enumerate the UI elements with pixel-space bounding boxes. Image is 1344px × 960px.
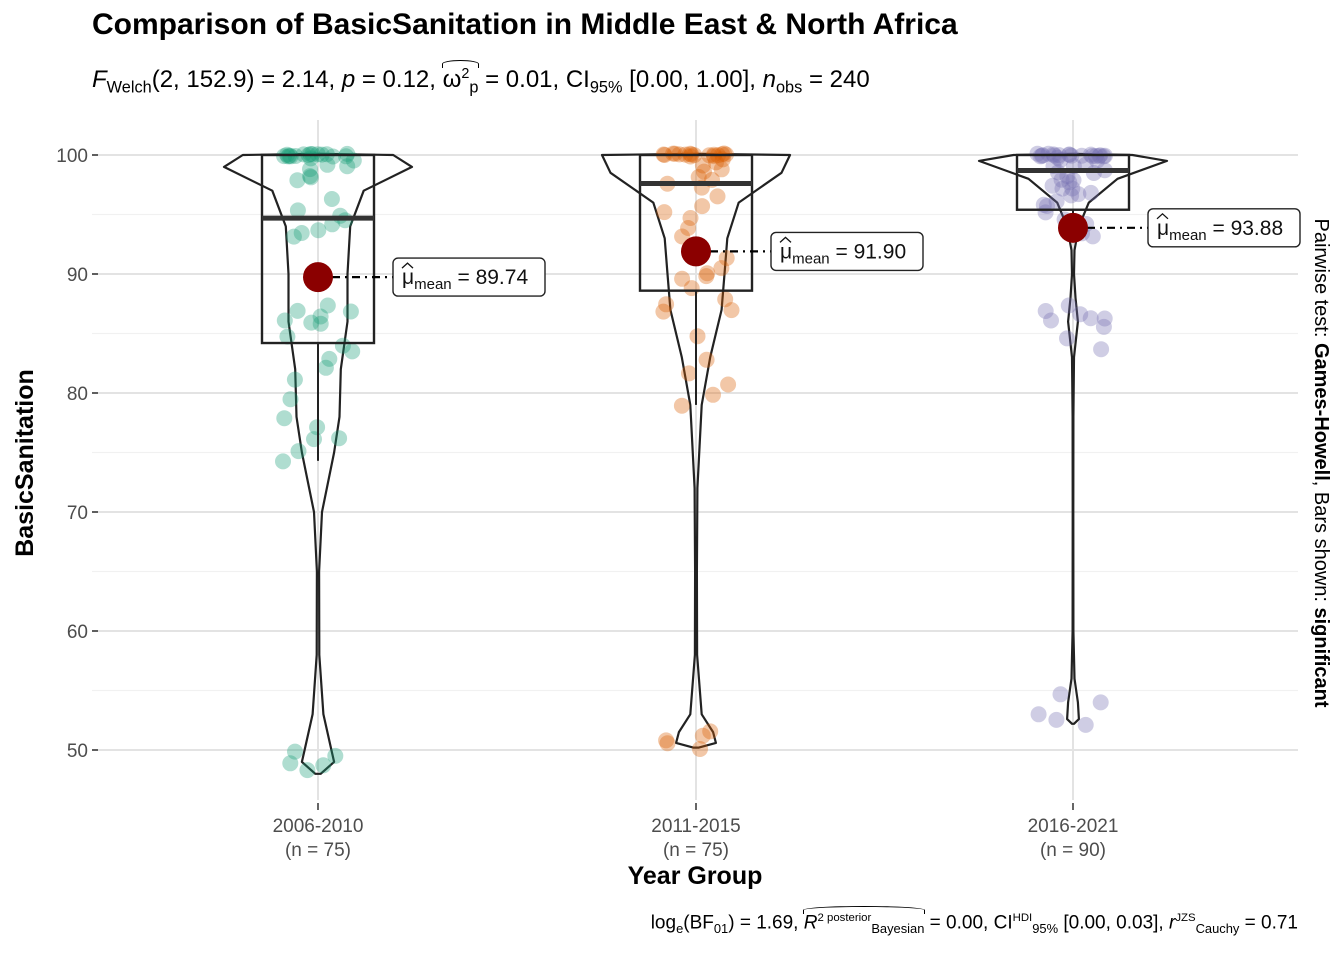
data-point bbox=[290, 303, 306, 319]
data-point bbox=[299, 762, 315, 778]
data-point bbox=[1093, 341, 1109, 357]
data-point bbox=[331, 430, 347, 446]
mean-point bbox=[1058, 213, 1088, 243]
data-point bbox=[720, 377, 736, 393]
data-point bbox=[287, 372, 303, 388]
data-point bbox=[319, 157, 335, 173]
data-point bbox=[690, 328, 706, 344]
x-axis-ticks: 2006-2010 (n = 75) 2011-2015 (n = 75) 2016-2… bbox=[273, 803, 1119, 861]
pairwise-side-label: Pairwise test: Games-Howell, Bars shown:… bbox=[1310, 218, 1332, 707]
data-point bbox=[1059, 330, 1075, 346]
data-point bbox=[656, 204, 672, 220]
data-point bbox=[695, 728, 711, 744]
data-point bbox=[280, 148, 296, 164]
data-point bbox=[283, 391, 299, 407]
data-point bbox=[339, 158, 355, 174]
data-point bbox=[724, 302, 740, 318]
data-point bbox=[1053, 686, 1069, 702]
data-point bbox=[1038, 204, 1054, 220]
data-point bbox=[698, 268, 714, 284]
data-point bbox=[282, 755, 298, 771]
x-tick-n-label: (n = 75) bbox=[663, 840, 729, 861]
data-point bbox=[303, 169, 319, 185]
data-point bbox=[699, 352, 715, 368]
data-point bbox=[681, 365, 697, 381]
data-point bbox=[291, 443, 307, 459]
data-point bbox=[318, 360, 334, 376]
data-point bbox=[660, 735, 676, 751]
x-tick-n-label: (n = 90) bbox=[1040, 840, 1106, 861]
data-point bbox=[1048, 712, 1064, 728]
x-axis-label: Year Group bbox=[628, 862, 763, 890]
data-point bbox=[694, 198, 710, 214]
data-point bbox=[1031, 706, 1047, 722]
y-tick-label: 50 bbox=[67, 741, 88, 762]
x-tick-label: 2011-2015 bbox=[651, 816, 740, 837]
data-point bbox=[344, 343, 360, 359]
data-point bbox=[710, 188, 726, 204]
data-point bbox=[315, 757, 331, 773]
data-point bbox=[277, 313, 293, 329]
y-tick-label: 60 bbox=[67, 622, 88, 643]
data-point bbox=[275, 453, 291, 469]
data-point bbox=[324, 191, 340, 207]
data-point bbox=[286, 229, 302, 245]
x-tick-n-label: (n = 75) bbox=[285, 840, 351, 861]
x-tick-label: 2006-2010 bbox=[273, 816, 364, 837]
y-axis-ticks: 50 60 70 80 90 100 bbox=[56, 146, 98, 762]
y-tick-label: 70 bbox=[67, 503, 88, 524]
data-point bbox=[1096, 319, 1112, 335]
y-axis-label: BasicSanitation bbox=[11, 369, 39, 557]
data-point bbox=[705, 387, 721, 403]
data-point bbox=[674, 398, 690, 414]
y-tick-label: 100 bbox=[56, 146, 88, 167]
data-point bbox=[684, 280, 700, 296]
chart-caption: loge(BF01) = 1.69, R2 posteriorBayesian … bbox=[651, 912, 1298, 936]
data-point bbox=[692, 741, 708, 757]
r2-hat: R2 posteriorBayesian bbox=[804, 912, 925, 936]
data-point bbox=[276, 410, 292, 426]
mean-point bbox=[303, 262, 333, 292]
data-point bbox=[343, 304, 359, 320]
data-point bbox=[310, 222, 326, 238]
data-point bbox=[1078, 717, 1094, 733]
data-point bbox=[655, 304, 671, 320]
data-point bbox=[313, 316, 329, 332]
data-point bbox=[289, 172, 305, 188]
y-tick-label: 90 bbox=[67, 265, 88, 286]
data-point bbox=[1043, 313, 1059, 329]
x-tick-label: 2016-2021 bbox=[1028, 816, 1119, 837]
data-point bbox=[1086, 165, 1102, 181]
y-tick-label: 80 bbox=[67, 384, 88, 405]
mean-markers: μmean = 89.74 μmean = 91.90 μmean = 93.88 bbox=[303, 209, 1300, 296]
data-point bbox=[1063, 187, 1079, 203]
data-point bbox=[713, 260, 729, 276]
data-point bbox=[1093, 694, 1109, 710]
data-point bbox=[306, 431, 322, 447]
mean-point bbox=[681, 236, 711, 266]
data-point bbox=[1083, 310, 1099, 326]
